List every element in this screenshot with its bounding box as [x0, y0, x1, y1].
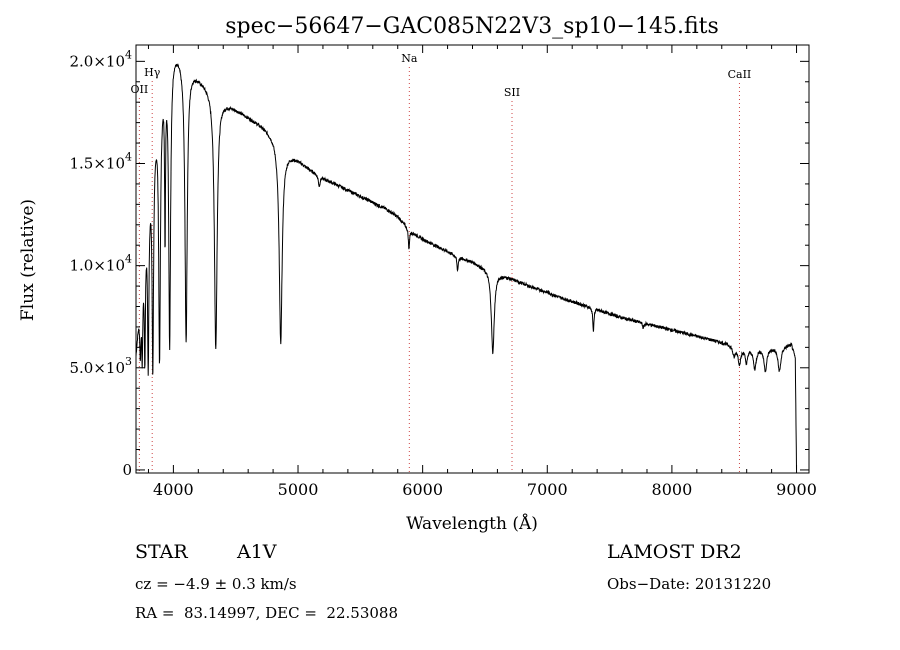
marker-label-4: CaII	[728, 68, 752, 81]
axis-ticks: 4000 5000 6000 7000 8000 9000 0 5.0×103 1.0×104 1…	[69, 45, 817, 499]
plot-frame	[135, 44, 810, 474]
marker-label-2: Na	[401, 52, 418, 65]
x-tick-label-3: 7000	[527, 480, 568, 499]
observation-date: Obs−Date: 20131220	[607, 575, 772, 593]
survey-name: LAMOST DR2	[607, 541, 742, 563]
y-axis-label: Flux (relative)	[18, 199, 38, 321]
marker-label-3: SII	[504, 86, 520, 99]
y-tick-label-1: 5.0×103	[69, 355, 132, 377]
x-tick-label-2: 6000	[402, 480, 443, 499]
x-axis-label: Wavelength (Å)	[406, 513, 538, 534]
x-tick-label-4: 8000	[652, 480, 693, 499]
x-tick-label-5: 9000	[776, 480, 817, 499]
marker-label-1: Hγ	[144, 66, 161, 79]
y-tick-label-3: 1.5×104	[69, 150, 132, 172]
coordinates-readout: RA = 83.14997, DEC = 22.53088	[135, 604, 399, 622]
y-tick-label-4: 2.0×104	[69, 48, 132, 70]
marker-label-0: OII	[131, 83, 149, 96]
spectrum-line	[135, 63, 797, 470]
spectrum-series	[135, 63, 797, 470]
spectral-subclass: A1V	[237, 541, 277, 563]
y-tick-label-2: 1.0×104	[69, 253, 132, 275]
chart-title: spec−56647−GAC085N22V3_sp10−145.fits	[225, 14, 719, 39]
object-class: STAR	[135, 541, 188, 563]
x-tick-label-1: 5000	[278, 480, 319, 499]
spectral-line-markers: OII Hγ Na SII CaII	[131, 52, 752, 473]
x-tick-label-0: 4000	[153, 480, 194, 499]
redshift-readout: cz = −4.9 ± 0.3 km/s	[135, 575, 297, 593]
y-tick-label-0: 0	[122, 461, 132, 479]
